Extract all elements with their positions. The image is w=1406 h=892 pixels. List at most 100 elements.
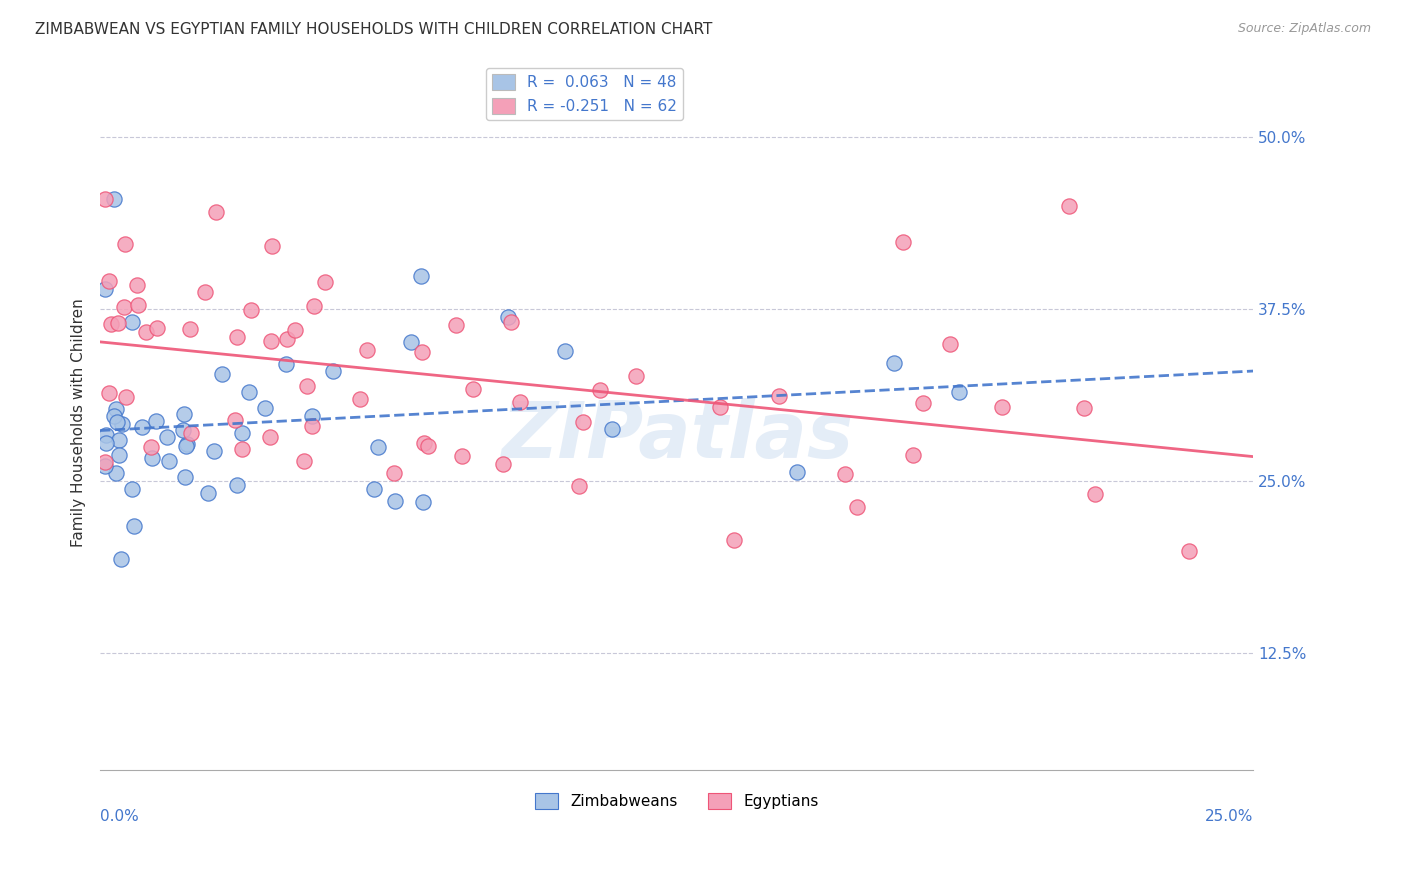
Point — [834, 467, 856, 482]
Point — [314, 275, 336, 289]
Point — [492, 457, 515, 471]
Point — [509, 395, 531, 409]
Point — [194, 285, 217, 300]
Point — [891, 235, 914, 249]
Point — [260, 334, 283, 348]
Point — [554, 344, 576, 359]
Point — [111, 417, 134, 431]
Point — [709, 400, 731, 414]
Point — [912, 396, 935, 410]
Point — [568, 478, 591, 492]
Point — [104, 401, 127, 416]
Point — [412, 435, 434, 450]
Point — [110, 552, 132, 566]
Point — [225, 330, 247, 344]
Point — [589, 383, 612, 397]
Point — [1057, 198, 1080, 212]
Point — [276, 332, 298, 346]
Point — [172, 423, 194, 437]
Point — [1084, 487, 1107, 501]
Point — [197, 486, 219, 500]
Point — [301, 409, 323, 423]
Point — [1073, 401, 1095, 415]
Point — [259, 429, 281, 443]
Point — [179, 322, 201, 336]
Point — [948, 385, 970, 400]
Point — [139, 440, 162, 454]
Point — [412, 495, 434, 509]
Point — [107, 433, 129, 447]
Point — [93, 282, 115, 296]
Point — [114, 390, 136, 404]
Point — [572, 415, 595, 429]
Point — [114, 237, 136, 252]
Point — [723, 533, 745, 547]
Y-axis label: Family Households with Children: Family Households with Children — [72, 298, 86, 547]
Point — [180, 425, 202, 440]
Point — [100, 317, 122, 331]
Point — [496, 310, 519, 324]
Point — [202, 444, 225, 458]
Point — [174, 470, 197, 484]
Point — [253, 401, 276, 415]
Point — [121, 315, 143, 329]
Point — [238, 384, 260, 399]
Point — [93, 458, 115, 473]
Point — [173, 407, 195, 421]
Legend: R =  0.063   N = 48, R = -0.251   N = 62: R = 0.063 N = 48, R = -0.251 N = 62 — [486, 69, 683, 120]
Point — [156, 430, 179, 444]
Point — [108, 448, 131, 462]
Point — [499, 315, 522, 329]
Point — [107, 316, 129, 330]
Point — [157, 454, 180, 468]
Point — [367, 440, 389, 454]
Point — [262, 238, 284, 252]
Point — [883, 356, 905, 370]
Point — [322, 364, 344, 378]
Point — [990, 401, 1012, 415]
Point — [112, 300, 135, 314]
Point — [103, 409, 125, 423]
Point — [176, 439, 198, 453]
Text: Source: ZipAtlas.com: Source: ZipAtlas.com — [1237, 22, 1371, 36]
Point — [231, 442, 253, 457]
Point — [94, 428, 117, 442]
Point — [205, 204, 228, 219]
Point — [786, 466, 808, 480]
Point — [624, 368, 647, 383]
Point — [104, 467, 127, 481]
Point — [304, 300, 326, 314]
Point — [450, 449, 472, 463]
Text: 0.0%: 0.0% — [100, 809, 139, 824]
Point — [131, 420, 153, 434]
Point — [239, 303, 262, 318]
Point — [98, 274, 121, 288]
Point — [176, 436, 198, 450]
Point — [382, 466, 405, 480]
Point — [903, 448, 925, 462]
Point — [461, 382, 484, 396]
Point — [93, 192, 115, 206]
Point — [416, 439, 439, 453]
Point — [399, 334, 422, 349]
Text: ZIPatlas: ZIPatlas — [501, 399, 853, 475]
Point — [122, 519, 145, 533]
Point — [356, 343, 378, 357]
Point — [224, 413, 246, 427]
Point — [600, 422, 623, 436]
Point — [411, 345, 433, 359]
Point — [146, 320, 169, 334]
Point — [96, 436, 118, 450]
Point — [1178, 544, 1201, 558]
Point — [363, 482, 385, 496]
Point — [384, 494, 406, 508]
Point — [103, 192, 125, 206]
Point — [292, 454, 315, 468]
Point — [127, 298, 149, 312]
Point — [98, 385, 121, 400]
Text: 25.0%: 25.0% — [1205, 809, 1253, 824]
Point — [301, 418, 323, 433]
Point — [105, 415, 128, 429]
Text: ZIMBABWEAN VS EGYPTIAN FAMILY HOUSEHOLDS WITH CHILDREN CORRELATION CHART: ZIMBABWEAN VS EGYPTIAN FAMILY HOUSEHOLDS… — [35, 22, 713, 37]
Point — [226, 478, 249, 492]
